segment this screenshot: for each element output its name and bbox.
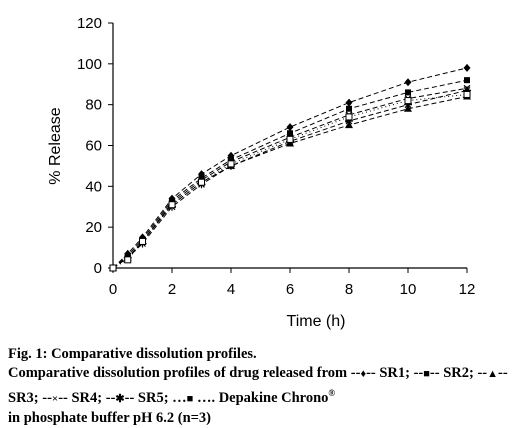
legend-line-label: -- SR1;	[366, 365, 410, 381]
x-tick-label: 10	[400, 281, 417, 298]
legend-marker-glyph: ×	[51, 392, 59, 405]
legend-line-label: -- SR4;	[58, 389, 103, 406]
series-4	[109, 84, 471, 272]
legend-marker-glyph: ■	[423, 368, 430, 380]
caption-legend-item: …■ …. Depakine Chrono	[168, 389, 329, 406]
legend-marker-glyph: ♦	[360, 368, 367, 380]
legend-line-prefix: --	[38, 389, 52, 406]
series-5	[109, 86, 471, 272]
legend-line-prefix: --	[409, 365, 424, 381]
caption-legend-item: --✱-- SR5;	[102, 389, 169, 406]
x-tick-label: 0	[109, 281, 117, 298]
legend-marker-glyph: ▲	[487, 368, 499, 380]
legend-line-prefix: --	[473, 365, 488, 381]
registered-mark: ®	[328, 388, 336, 398]
data-point	[198, 178, 205, 186]
series-line	[112, 89, 468, 269]
x-axis-label: Time (h)	[287, 313, 346, 330]
series-3	[109, 92, 471, 271]
data-point	[404, 97, 412, 105]
data-point	[124, 256, 132, 264]
x-tick-label: 6	[286, 281, 294, 298]
data-point	[404, 100, 412, 109]
data-point	[404, 78, 412, 87]
caption-title: Fig. 1: Comparative dissolution profiles…	[8, 346, 257, 362]
data-point	[345, 98, 353, 107]
data-point	[345, 117, 353, 125]
series-layer	[109, 63, 471, 272]
legend-marker-glyph: ✱	[115, 392, 125, 405]
data-point	[286, 135, 294, 143]
x-tick-label: 8	[345, 281, 353, 298]
series-2	[110, 77, 470, 271]
data-point	[286, 123, 294, 132]
caption-description: Comparative dissolution profiles of drug…	[8, 364, 520, 409]
y-tick-label: 0	[94, 260, 102, 277]
y-tick-label: 40	[85, 178, 102, 195]
series-line	[112, 67, 468, 269]
data-point	[227, 160, 235, 168]
data-point	[463, 86, 471, 95]
caption-legend-items: --♦-- SR1; --■-- SR2; --▲-- SR3; --×-- S…	[8, 365, 508, 406]
data-point	[109, 264, 117, 272]
legend-line-label: -- SR3;	[8, 365, 508, 406]
y-tick-label: 120	[77, 15, 102, 32]
x-tick-label: 12	[459, 281, 476, 298]
legend-line-label: -- SR2;	[429, 365, 474, 381]
data-point	[198, 175, 205, 182]
legend-line-prefix: --	[347, 365, 361, 381]
series-1	[109, 63, 471, 272]
legend-line-label: -- SR5;	[124, 389, 169, 406]
y-tick-label: 20	[85, 219, 102, 236]
caption-legend-item: --▲-- SR3;	[8, 365, 508, 406]
caption-legend-item: --■-- SR2;	[410, 365, 474, 381]
series-6	[109, 90, 471, 272]
data-point	[345, 113, 353, 121]
data-point	[463, 90, 471, 98]
legend-line-prefix: --	[102, 389, 116, 406]
figure-caption: Fig. 1: Comparative dissolution profiles…	[8, 345, 520, 428]
y-tick-label: 60	[85, 138, 102, 155]
series-line	[112, 94, 468, 269]
y-axis-label: % Release	[47, 107, 64, 184]
series-line	[112, 79, 468, 269]
data-point	[287, 130, 293, 137]
data-point	[463, 63, 471, 72]
data-point	[346, 105, 352, 112]
data-point	[168, 201, 176, 209]
caption-legend-item: --×-- SR4;	[39, 390, 102, 406]
caption-prefix: Comparative dissolution profiles of drug…	[8, 365, 348, 381]
y-tick-label: 100	[77, 56, 102, 73]
x-tick-label: 2	[168, 281, 176, 298]
caption-legend-item: --♦-- SR1;	[347, 365, 410, 381]
data-point	[464, 77, 470, 84]
data-point	[169, 197, 175, 204]
caption-tail: in phosphate buffer pH 6.2 (n=3)	[8, 409, 211, 426]
data-point	[228, 156, 234, 163]
legend-line-prefix: …	[168, 389, 187, 406]
y-tick-label: 80	[85, 97, 102, 114]
series-line	[112, 87, 468, 269]
legend-marker-glyph: ■	[186, 392, 194, 405]
data-point	[405, 89, 411, 96]
series-line	[112, 96, 468, 269]
data-point	[139, 237, 146, 245]
x-tick-label: 4	[227, 281, 235, 298]
legend-line-label: …. Depakine Chrono	[193, 389, 329, 406]
